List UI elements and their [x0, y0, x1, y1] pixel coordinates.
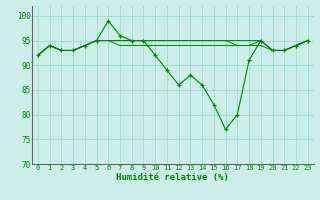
X-axis label: Humidité relative (%): Humidité relative (%): [116, 173, 229, 182]
